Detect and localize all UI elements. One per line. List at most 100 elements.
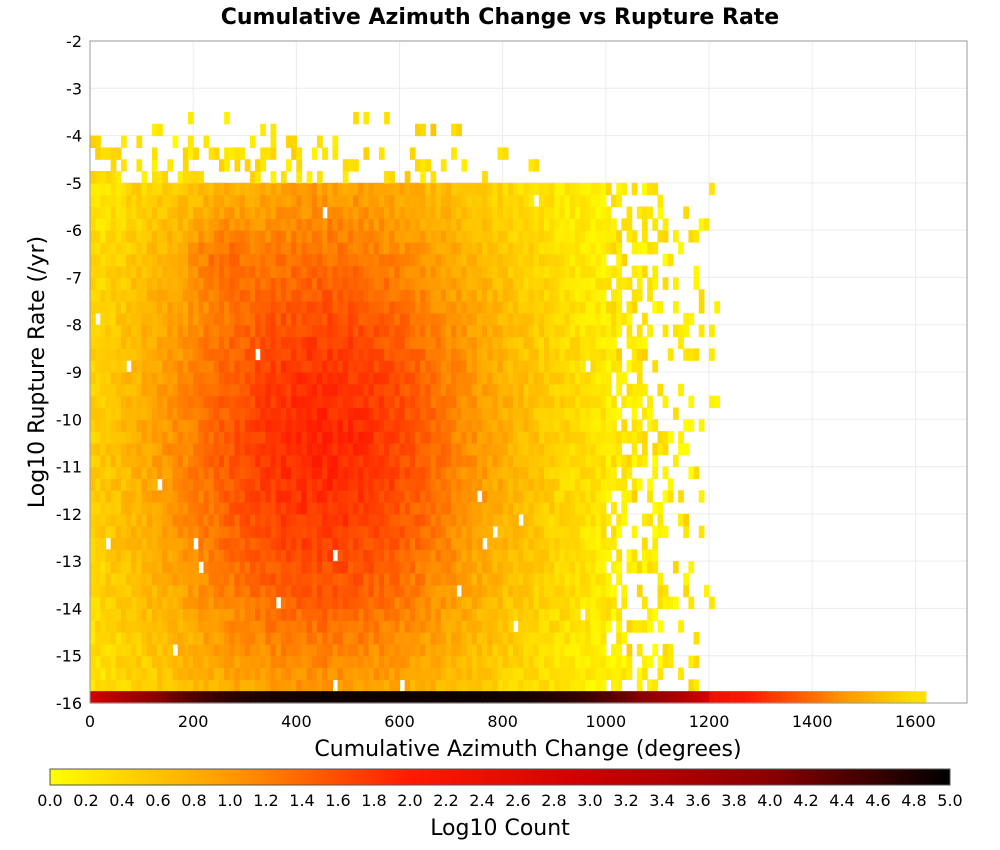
- heatmap-cell: [440, 549, 447, 562]
- heatmap-cell: [157, 549, 163, 562]
- heatmap-cell: [249, 525, 256, 539]
- heatmap-cell: [239, 454, 246, 468]
- heatmap-cell: [95, 442, 101, 456]
- heatmap-cell: [399, 241, 406, 255]
- heatmap-cell: [301, 348, 308, 361]
- heatmap-cell: [182, 230, 189, 243]
- heatmap-cell: [569, 596, 576, 610]
- heatmap-cell: [492, 372, 499, 385]
- heatmap-cell: [270, 336, 277, 349]
- heatmap-cell: [507, 561, 514, 574]
- heatmap-cell: [740, 691, 746, 704]
- heatmap-cell: [440, 442, 447, 456]
- heatmap-cell: [543, 442, 550, 456]
- heatmap-cell: [270, 502, 277, 515]
- heatmap-cell: [461, 419, 468, 432]
- heatmap-cell: [146, 442, 153, 456]
- heatmap-cell: [420, 301, 426, 314]
- heatmap-cell: [249, 632, 256, 645]
- heatmap-cell: [203, 372, 210, 385]
- heatmap-cell: [404, 372, 411, 385]
- heatmap-cell: [270, 442, 277, 456]
- heatmap-cell: [291, 360, 297, 373]
- heatmap-cell: [322, 608, 328, 621]
- heatmap-cell: [301, 490, 308, 503]
- y-tick-label: -4: [66, 127, 82, 146]
- heatmap-cell: [915, 691, 922, 704]
- heatmap-cell: [224, 277, 230, 290]
- heatmap-cell: [415, 537, 421, 550]
- heatmap-cell: [234, 478, 241, 491]
- heatmap-cell: [394, 265, 401, 279]
- heatmap-cell: [373, 478, 380, 491]
- heatmap-cell: [456, 277, 463, 290]
- heatmap-cell: [291, 277, 297, 290]
- heatmap-cell: [492, 608, 499, 621]
- heatmap-cell: [384, 431, 390, 444]
- heatmap-cell: [404, 632, 411, 645]
- heatmap-cell: [95, 513, 101, 527]
- heatmap-cell: [286, 454, 292, 468]
- heatmap-cell: [580, 667, 586, 680]
- heatmap-cell: [265, 584, 272, 598]
- heatmap-cell: [688, 348, 695, 361]
- heatmap-cell: [141, 395, 148, 409]
- heatmap-cell: [275, 454, 282, 468]
- heatmap-cell: [373, 241, 380, 255]
- heatmap-cell: [373, 182, 380, 196]
- heatmap-cell: [600, 289, 607, 302]
- heatmap-cell: [239, 632, 246, 645]
- heatmap-cell: [482, 513, 488, 527]
- heatmap-cell: [151, 478, 158, 491]
- heatmap-cell: [286, 561, 292, 574]
- heatmap-cell: [239, 584, 246, 598]
- heatmap-cell: [244, 372, 251, 385]
- heatmap-cell: [265, 596, 272, 610]
- heatmap-cell: [363, 502, 370, 515]
- heatmap-cell: [286, 360, 292, 373]
- heatmap-cell: [631, 691, 638, 704]
- heatmap-cell: [110, 632, 117, 645]
- heatmap-cell: [188, 324, 194, 338]
- heatmap-cell: [95, 407, 101, 420]
- heatmap-cell: [296, 324, 303, 338]
- heatmap-cell: [316, 407, 323, 420]
- heatmap-cell: [208, 632, 215, 645]
- heatmap-cell: [255, 442, 261, 456]
- heatmap-cell: [172, 537, 179, 550]
- heatmap-cell: [198, 596, 205, 610]
- heatmap-cell: [471, 596, 478, 610]
- heatmap-cell: [244, 584, 251, 598]
- heatmap-cell: [425, 679, 432, 692]
- heatmap-cell: [538, 289, 545, 302]
- heatmap-cell: [337, 643, 344, 657]
- heatmap-cell: [126, 241, 132, 255]
- heatmap-cell: [595, 194, 602, 208]
- heatmap-cell: [616, 182, 622, 196]
- heatmap-cell: [167, 419, 174, 432]
- heatmap-cell: [353, 372, 359, 385]
- heatmap-cell: [126, 667, 132, 680]
- heatmap-cell: [889, 691, 896, 704]
- heatmap-cell: [420, 194, 426, 208]
- heatmap-cell: [533, 643, 540, 657]
- heatmap-cell: [131, 407, 138, 420]
- heatmap-cell: [487, 620, 493, 633]
- heatmap-cell: [513, 182, 519, 196]
- heatmap-cell: [90, 608, 96, 621]
- heatmap-cell: [368, 395, 375, 409]
- heatmap-cell: [358, 230, 365, 243]
- heatmap-cell: [564, 206, 571, 219]
- heatmap-cell: [296, 679, 303, 692]
- heatmap-cell: [384, 466, 390, 479]
- heatmap-cell: [100, 620, 107, 633]
- heatmap-cell: [440, 478, 447, 491]
- heatmap-cell: [105, 502, 112, 515]
- heatmap-cell: [497, 596, 504, 610]
- x-tick-label: 800: [487, 712, 518, 731]
- heatmap-cell: [399, 572, 406, 586]
- heatmap-cell: [332, 454, 339, 468]
- heatmap-cell: [378, 431, 385, 444]
- heatmap-cell: [316, 431, 323, 444]
- heatmap-cell: [327, 643, 334, 657]
